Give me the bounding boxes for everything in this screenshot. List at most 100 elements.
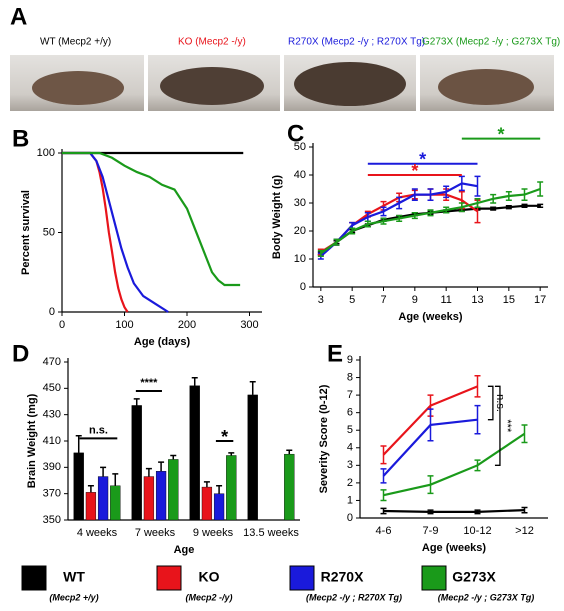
y-axis-label: Severity Score (0-12) (318, 384, 330, 493)
x-tick-label: 15 (503, 294, 515, 306)
bar (73, 452, 84, 521)
y-tick-label: 390 (43, 461, 61, 473)
mouse-photos (10, 55, 554, 111)
y-tick-label: 2 (347, 477, 353, 489)
y-tick-label: 0 (347, 512, 353, 524)
x-tick-label: 300 (240, 319, 258, 331)
error-bar (490, 206, 497, 211)
error-bar (521, 203, 528, 208)
error-bar (249, 381, 256, 395)
legend-swatch (156, 565, 182, 591)
y-tick-label: 410 (43, 435, 61, 447)
error-bar (443, 185, 450, 199)
legend-detail: (Mecp2 +/y) (49, 592, 98, 602)
error-bar (521, 424, 528, 444)
series-line (383, 432, 526, 497)
y-tick-label: 40 (294, 169, 306, 181)
bar (226, 455, 237, 521)
y-tick-label: 470 (43, 356, 61, 368)
error-bar (380, 468, 387, 484)
error-bar (286, 449, 293, 455)
panel-letter: E (327, 340, 343, 367)
y-tick-label: 8 (347, 371, 353, 383)
bar (247, 394, 258, 521)
error-bar (380, 206, 387, 217)
error-bar (170, 454, 177, 460)
series-line (62, 151, 241, 287)
x-tick-label: 11 (440, 294, 451, 306)
bar (85, 492, 97, 521)
legend-name: R270X (321, 569, 364, 585)
photo-label: WT (Mecp2 +/y) (40, 37, 111, 48)
error-bar (427, 188, 434, 201)
x-axis-label: Age (days) (134, 336, 191, 348)
error-bar (75, 434, 82, 453)
y-tick-label: 10 (294, 253, 306, 265)
significance-label: * (497, 124, 504, 144)
y-axis-label: Body Weight (g) (271, 175, 283, 259)
x-tick-label: 5 (349, 294, 355, 306)
significance-bracket (494, 385, 501, 466)
y-tick-label: 4 (347, 442, 353, 454)
x-tick-label: 7 (380, 294, 386, 306)
y-axis-label: Percent survival (20, 190, 32, 275)
y-tick-label: 30 (294, 197, 306, 209)
error-bar (427, 209, 434, 217)
x-tick-label: 4-6 (376, 525, 392, 537)
error-bar (411, 188, 418, 201)
error-bar (191, 377, 198, 386)
bar (213, 493, 225, 521)
error-bar (505, 205, 512, 210)
panel-letter: D (12, 340, 29, 367)
bar (143, 476, 155, 521)
bar (284, 453, 295, 521)
legend-name: G273X (452, 569, 496, 585)
error-bar (112, 473, 119, 486)
error-bar (333, 238, 340, 246)
y-tick-label: 370 (43, 488, 61, 500)
error-bar (203, 481, 210, 488)
x-axis-label: Age (weeks) (398, 311, 463, 323)
series-line (62, 151, 169, 313)
error-bar (474, 375, 481, 398)
x-tick-label: 0 (59, 319, 65, 331)
error-bar (537, 181, 544, 197)
error-bar (380, 217, 387, 225)
error-bar (474, 509, 481, 515)
y-tick-label: 5 (347, 424, 353, 436)
error-bar (411, 212, 418, 220)
panel-letter: A (10, 3, 27, 30)
x-tick-label: 13.5 weeks (243, 527, 299, 539)
legend-name: KO (199, 569, 220, 585)
error-bar (537, 203, 544, 208)
significance-label: *** (501, 419, 513, 433)
y-tick-label: 7 (347, 389, 353, 401)
error-bar (474, 198, 481, 208)
y-tick-label: 20 (294, 225, 306, 237)
error-bar (521, 188, 528, 201)
panel-letter: B (12, 125, 29, 152)
x-tick-label: 100 (115, 319, 133, 331)
error-bar (133, 398, 140, 406)
x-axis-label: Age (174, 544, 195, 556)
error-bar (427, 475, 434, 495)
bar (201, 486, 213, 521)
x-tick-label: 3 (318, 294, 324, 306)
x-tick-label: 200 (178, 319, 196, 331)
y-tick-label: 9 (347, 354, 353, 366)
significance-label: * (419, 150, 426, 170)
y-tick-label: 50 (43, 226, 55, 238)
x-axis-label: Age (weeks) (422, 542, 487, 554)
x-tick-label: 9 weeks (193, 527, 234, 539)
error-bar (396, 214, 403, 222)
error-bar (474, 175, 481, 197)
y-tick-label: 450 (43, 382, 61, 394)
error-bar (427, 408, 434, 442)
legend-swatch (289, 565, 315, 591)
error-bar (349, 227, 356, 235)
error-bar (505, 191, 512, 201)
bar (155, 471, 167, 521)
y-tick-label: 0 (300, 281, 306, 293)
bar (189, 385, 200, 521)
error-bar (364, 220, 371, 228)
